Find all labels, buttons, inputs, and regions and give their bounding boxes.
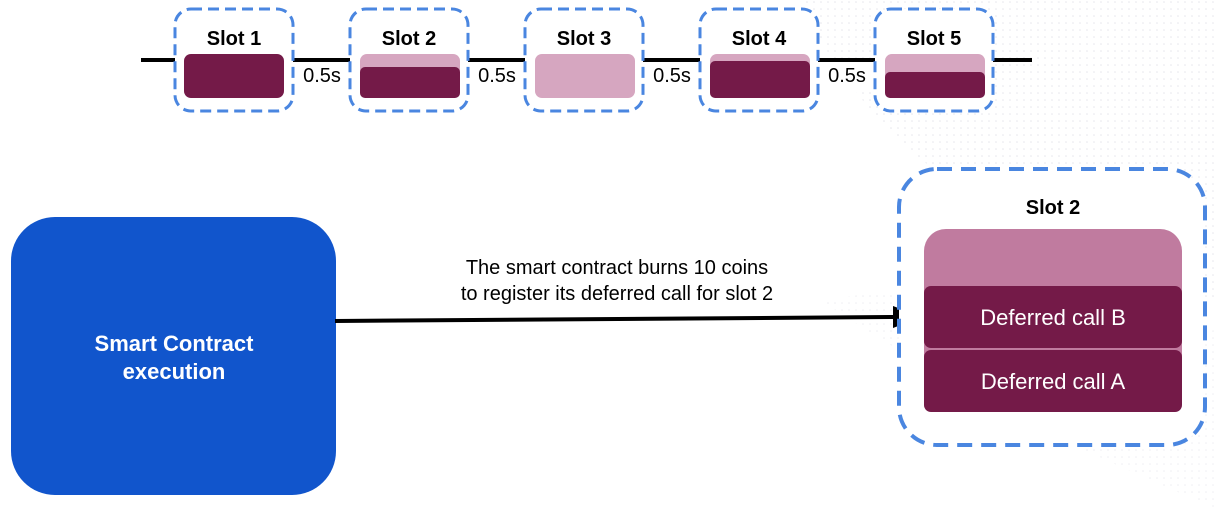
slot-title: Slot 2 bbox=[382, 28, 436, 50]
detail-slot-title: Slot 2 bbox=[1026, 197, 1080, 219]
arrow-label-line2: to register its deferred call for slot 2 bbox=[461, 283, 773, 305]
smart-contract-label-line2: execution bbox=[123, 359, 226, 384]
smart-contract-label-line1: Smart Contract bbox=[95, 331, 255, 356]
slot-title: Slot 4 bbox=[732, 28, 787, 50]
interval-label: 0.5s bbox=[828, 65, 866, 87]
slot-1: Slot 1 bbox=[173, 7, 295, 113]
slot-title: Slot 1 bbox=[207, 28, 261, 50]
interval-labels: 0.5s 0.5s 0.5s 0.5s bbox=[296, 62, 873, 88]
slot-5: Slot 5 bbox=[873, 7, 995, 113]
detail-slot-2: Slot 2 Deferred call B Deferred call A bbox=[897, 167, 1207, 447]
slot-4: Slot 4 bbox=[698, 7, 820, 113]
slot-fill-dark bbox=[710, 61, 810, 98]
slot-fill-dark bbox=[184, 54, 284, 98]
deferred-call-a-label: Deferred call A bbox=[981, 369, 1126, 394]
slot-title: Slot 3 bbox=[557, 28, 611, 50]
deferred-call-b bbox=[924, 286, 1182, 348]
deferred-call-b-label: Deferred call B bbox=[980, 305, 1126, 330]
arrow-label-line1: The smart contract burns 10 coins bbox=[466, 257, 768, 279]
smart-contract-box: Smart Contract execution bbox=[11, 217, 336, 495]
interval-label: 0.5s bbox=[653, 65, 691, 87]
slot-fill-dark bbox=[885, 72, 985, 98]
slot-fill-light bbox=[535, 54, 635, 98]
interval-label: 0.5s bbox=[478, 65, 516, 87]
deferred-call-a bbox=[924, 350, 1182, 412]
interval-label: 0.5s bbox=[303, 65, 341, 87]
slot-2: Slot 2 bbox=[348, 7, 470, 113]
register-arrow: The smart contract burns 10 coins to reg… bbox=[334, 257, 922, 328]
slot-title: Slot 5 bbox=[907, 28, 961, 50]
slot-fill-dark bbox=[360, 67, 460, 98]
slot-3: Slot 3 bbox=[523, 7, 645, 113]
